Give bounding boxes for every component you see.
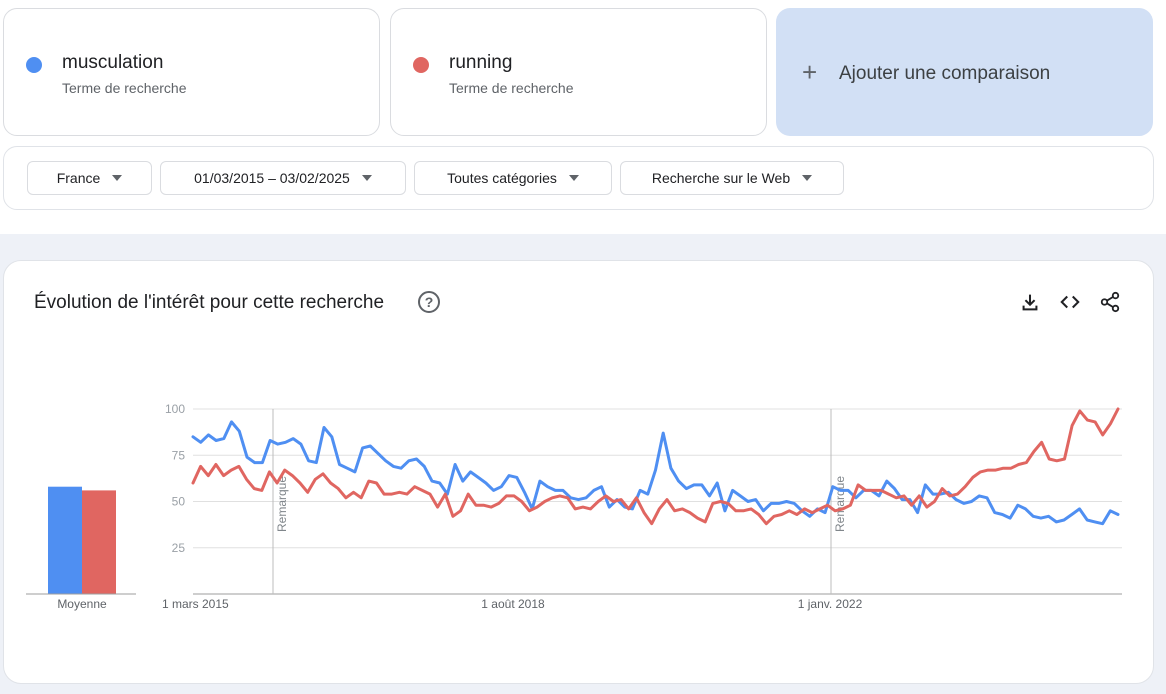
region-dropdown[interactable]: France <box>27 161 152 195</box>
filter-bar: France 01/03/2015 – 03/02/2025 Toutes ca… <box>3 146 1154 210</box>
region-value: France <box>56 170 101 186</box>
term-name[interactable]: running <box>449 52 513 73</box>
term-card-musculation[interactable]: musculation Terme de recherche <box>3 8 380 136</box>
add-comparison-label: Ajouter une comparaison <box>839 63 1051 84</box>
download-icon[interactable] <box>1019 291 1041 313</box>
chevron-down-icon <box>568 175 579 181</box>
date-range-dropdown[interactable]: 01/03/2015 – 03/02/2025 <box>160 161 406 195</box>
embed-code-icon[interactable] <box>1059 291 1081 313</box>
category-dropdown[interactable]: Toutes catégories <box>414 161 612 195</box>
share-icon[interactable] <box>1099 291 1121 313</box>
chevron-down-icon <box>112 175 123 181</box>
category-value: Toutes catégories <box>447 170 557 186</box>
term-type-label: Terme de recherche <box>62 80 187 96</box>
series-color-dot <box>413 57 429 73</box>
add-comparison-button[interactable]: + Ajouter une comparaison <box>776 8 1153 136</box>
term-type-label: Terme de recherche <box>449 80 574 96</box>
plus-icon: + <box>802 57 818 87</box>
term-card-running[interactable]: running Terme de recherche <box>390 8 767 136</box>
series-color-dot <box>26 57 42 73</box>
chevron-down-icon <box>802 175 813 181</box>
interest-over-time-panel: Évolution de l'intérêt pour cette recher… <box>3 260 1154 684</box>
panel-title: Évolution de l'intérêt pour cette recher… <box>34 292 385 313</box>
term-name[interactable]: musculation <box>62 52 164 73</box>
date-range-value: 01/03/2015 – 03/02/2025 <box>194 170 350 186</box>
search-type-dropdown[interactable]: Recherche sur le Web <box>620 161 844 195</box>
chevron-down-icon <box>361 175 372 181</box>
search-type-value: Recherche sur le Web <box>651 170 791 186</box>
help-icon[interactable]: ? <box>418 291 440 313</box>
